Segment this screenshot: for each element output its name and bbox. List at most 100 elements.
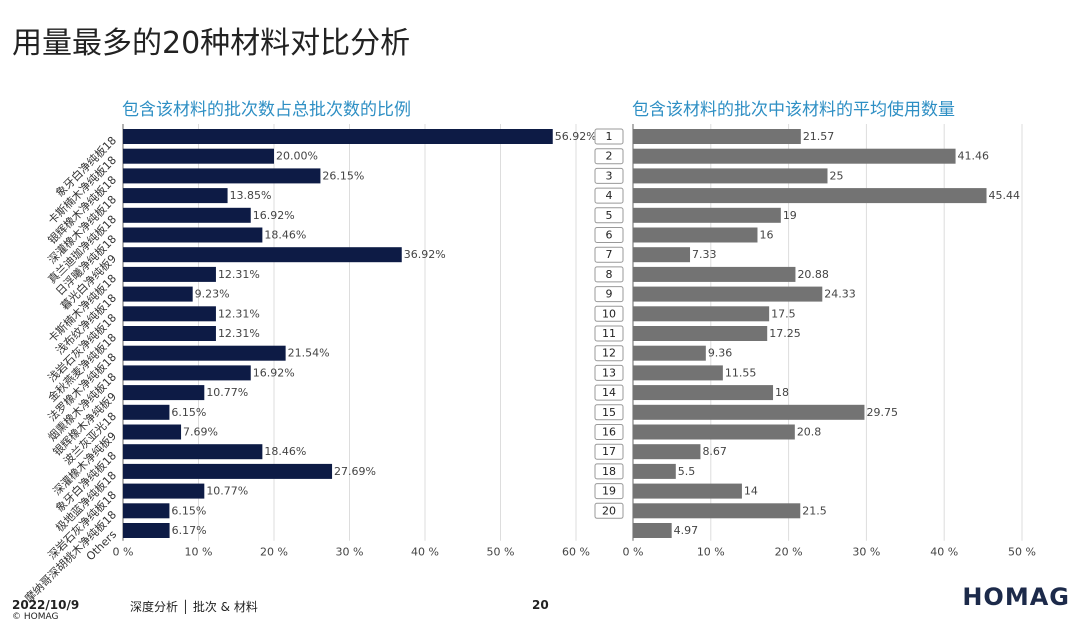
data-label: 18 <box>775 386 789 399</box>
bar <box>123 247 402 263</box>
category-label: 13 <box>602 366 616 379</box>
data-label: 9.23% <box>195 288 230 301</box>
bar <box>123 188 228 204</box>
data-label: 45.44 <box>989 189 1021 202</box>
x-tick-label: 0 % <box>113 546 134 559</box>
data-label: 7.69% <box>183 426 218 439</box>
category-box <box>594 384 624 401</box>
x-tick-label: 10 % <box>697 546 725 559</box>
data-label: 17.5 <box>771 307 796 320</box>
data-label: 12.31% <box>218 268 260 281</box>
bar <box>633 266 796 282</box>
data-label: 26.15% <box>322 169 364 182</box>
category-box <box>594 483 624 500</box>
data-label: 8.67 <box>702 445 727 458</box>
bar <box>123 523 170 538</box>
data-label: 41.46 <box>958 150 990 163</box>
bar <box>633 129 801 144</box>
category-box <box>594 305 624 322</box>
bar <box>633 424 795 440</box>
category-label: 8 <box>606 268 613 281</box>
category-label: 3 <box>606 169 613 182</box>
page-title: 用量最多的20种材料对比分析 <box>12 26 411 61</box>
bar <box>123 306 216 322</box>
category-box <box>594 246 624 263</box>
data-label: 27.69% <box>334 465 376 478</box>
category-box <box>594 207 624 224</box>
bar <box>633 444 701 460</box>
bar <box>123 483 205 499</box>
data-label: 14 <box>744 485 758 498</box>
x-tick-label: 30 % <box>336 546 364 559</box>
bar <box>123 148 274 164</box>
category-box <box>594 345 624 362</box>
bar <box>633 463 676 479</box>
bar <box>633 385 774 401</box>
category-box <box>594 148 624 165</box>
bar <box>633 523 672 538</box>
homag-logo: HOMAG <box>962 583 1070 611</box>
category-box <box>594 266 624 283</box>
data-label: 20.88 <box>797 268 829 281</box>
bar <box>633 306 770 322</box>
bar <box>123 463 333 479</box>
bar <box>123 365 251 381</box>
bar <box>633 188 987 204</box>
bar <box>633 286 823 302</box>
bar <box>123 345 286 361</box>
bar <box>123 424 182 440</box>
category-box <box>594 325 624 342</box>
data-label: 16 <box>759 229 773 242</box>
data-label: 36.92% <box>404 248 446 261</box>
x-tick-label: 50 % <box>487 546 515 559</box>
x-tick-label: 0 % <box>623 546 644 559</box>
category-box <box>594 404 624 421</box>
data-label: 12.31% <box>218 307 260 320</box>
data-label: 29.75 <box>866 406 898 419</box>
data-label: 16.92% <box>253 366 295 379</box>
data-label: 18.46% <box>264 229 306 242</box>
category-box <box>594 128 624 145</box>
category-label: 14 <box>602 386 616 399</box>
footer-section: 深度分析 │ 批次 & 材料 <box>130 600 258 614</box>
bar <box>123 129 553 144</box>
category-label: 5 <box>606 209 613 222</box>
x-tick-label: 10 % <box>185 546 213 559</box>
data-label: 6.15% <box>171 406 206 419</box>
bar <box>123 503 170 519</box>
category-label: 15 <box>602 406 616 419</box>
x-tick-label: 40 % <box>930 546 958 559</box>
x-tick-label: 20 % <box>775 546 803 559</box>
category-label: 4 <box>606 189 613 202</box>
footer-date: 2022/10/9 <box>12 598 80 612</box>
category-label: 9 <box>606 288 613 301</box>
bar <box>123 404 170 420</box>
category-box <box>594 443 624 460</box>
data-label: 21.54% <box>288 347 330 360</box>
x-tick-label: 40 % <box>411 546 439 559</box>
left-chart-title: 包含该材料的批次数占总批次数的比例 <box>122 100 411 120</box>
category-label: 1 <box>606 130 613 143</box>
data-label: 18.46% <box>264 445 306 458</box>
bar <box>123 227 263 243</box>
bar <box>633 365 723 381</box>
data-label: 20.00% <box>276 150 318 163</box>
bar <box>633 247 691 263</box>
category-box <box>594 167 624 184</box>
category-box <box>594 502 624 519</box>
data-label: 4.97 <box>674 524 699 537</box>
data-label: 6.15% <box>171 504 206 517</box>
data-label: 17.25 <box>769 327 801 340</box>
category-box <box>594 364 624 381</box>
data-label: 21.57 <box>803 130 835 143</box>
data-label: 9.36 <box>708 347 733 360</box>
data-label: 6.17% <box>172 524 207 537</box>
bar <box>123 326 216 341</box>
data-label: 16.92% <box>253 209 295 222</box>
bar <box>633 345 706 361</box>
right-chart-title: 包含该材料的批次中该材料的平均使用数量 <box>632 100 955 120</box>
x-tick-label: 20 % <box>260 546 288 559</box>
category-label: 11 <box>602 327 616 340</box>
data-label: 25 <box>830 169 844 182</box>
